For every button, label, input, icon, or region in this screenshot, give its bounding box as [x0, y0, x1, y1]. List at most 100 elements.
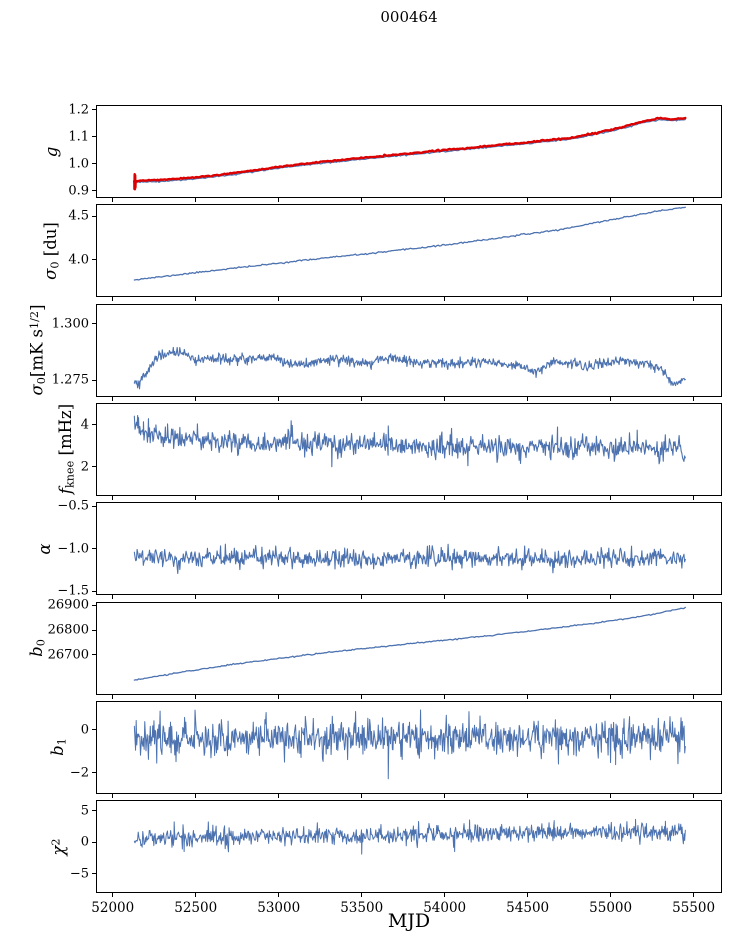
x-tick-mark [112, 595, 114, 600]
x-tick-mark [278, 793, 280, 798]
y-tick-mark [92, 548, 96, 550]
x-tick-label: 55000 [589, 900, 633, 917]
x-tick-mark [361, 198, 363, 202]
data-line-sigma0-du-line [133, 206, 686, 281]
panel-fknee [96, 402, 722, 496]
y-axis-label-segment: [mK s [26, 329, 46, 378]
y-tick-mark [92, 654, 96, 656]
y-axis-label-b0: b0 [27, 639, 48, 657]
y-axis-label-segment: 0 [34, 639, 48, 647]
x-tick-mark [195, 893, 197, 898]
x-tick-mark [693, 893, 695, 898]
x-tick-mark [527, 198, 529, 202]
y-tick-mark [92, 772, 96, 774]
y-tick-label: 1.300 [51, 316, 89, 332]
y-tick-label: 4 [80, 417, 89, 433]
y-tick-label: 26800 [47, 622, 89, 638]
y-tick-label: 4.5 [68, 208, 89, 224]
x-tick-mark [112, 396, 114, 401]
y-tick-mark [92, 590, 96, 592]
x-tick-mark [693, 198, 695, 202]
x-tick-mark [527, 694, 529, 699]
x-tick-label: 54000 [423, 900, 467, 917]
y-axis-label-segment: g [41, 146, 61, 157]
x-tick-mark [361, 694, 363, 699]
y-axis-label-segment: [mHz] [55, 404, 75, 462]
x-tick-mark [112, 893, 114, 898]
x-tick-label: 54500 [506, 900, 550, 917]
x-tick-mark [361, 893, 363, 898]
y-axis-label-segment: f [55, 488, 75, 495]
y-axis-label-segment: 1/2 [27, 311, 41, 330]
plot-area-sigma0-mk [133, 346, 686, 390]
y-tick-label: −1.0 [57, 541, 89, 557]
x-tick-mark [361, 396, 363, 401]
x-tick-mark [112, 198, 114, 202]
x-tick-mark [693, 595, 695, 600]
x-tick-mark [693, 297, 695, 302]
panel-b0 [96, 601, 722, 695]
y-axis-label-segment: knee [63, 461, 77, 489]
y-tick-label: 0.9 [68, 183, 89, 199]
x-tick-mark [693, 694, 695, 699]
x-tick-mark [610, 595, 612, 600]
x-tick-mark [112, 694, 114, 699]
y-tick-label: −2 [69, 765, 89, 781]
y-tick-mark [92, 323, 96, 325]
x-tick-mark [361, 793, 363, 798]
x-tick-mark [610, 297, 612, 302]
x-tick-mark [278, 694, 280, 699]
x-tick-label: 52000 [91, 900, 135, 917]
y-axis-label-segment: σ [26, 384, 46, 396]
x-tick-label: 52500 [174, 900, 218, 917]
x-tick-mark [361, 297, 363, 302]
y-tick-mark [92, 604, 96, 606]
x-tick-mark [278, 297, 280, 302]
x-tick-mark [278, 396, 280, 401]
x-tick-mark [527, 793, 529, 798]
x-axis-title: MJD [387, 910, 431, 932]
y-axis-label-sigma0-du: σ0 [du] [41, 222, 62, 280]
x-tick-mark [527, 595, 529, 600]
x-tick-mark [195, 495, 197, 500]
x-tick-mark [444, 595, 446, 600]
x-tick-mark [112, 297, 114, 302]
x-tick-mark [527, 495, 529, 500]
data-line-chi2-line [133, 818, 686, 855]
plot-area-alpha [133, 543, 686, 575]
y-axis-label-segment: ] [26, 304, 46, 312]
y-axis-label-segment: χ [49, 845, 69, 856]
y-tick-mark [92, 841, 96, 843]
y-tick-mark [92, 810, 96, 812]
x-tick-mark [278, 893, 280, 898]
x-tick-mark [527, 396, 529, 401]
y-axis-label-alpha: α [35, 543, 54, 554]
y-tick-mark [92, 379, 96, 381]
y-tick-label: 4.0 [68, 252, 89, 268]
y-tick-label: −1.5 [57, 583, 89, 599]
y-tick-mark [92, 729, 96, 731]
y-tick-mark [92, 190, 96, 192]
x-tick-mark [112, 495, 114, 500]
x-tick-mark [112, 793, 114, 798]
x-tick-mark [610, 198, 612, 202]
x-tick-mark [444, 793, 446, 798]
x-tick-mark [195, 595, 197, 600]
x-tick-mark [444, 297, 446, 302]
y-tick-label: −0.5 [57, 498, 89, 514]
y-axis-label-fknee: fknee [mHz] [55, 404, 77, 495]
plot-area-b1 [133, 709, 686, 780]
x-tick-mark [527, 297, 529, 302]
x-tick-mark [444, 495, 446, 500]
x-tick-mark [361, 595, 363, 600]
y-axis-label-segment: b [48, 745, 68, 757]
y-axis-label-segment: 0 [48, 261, 62, 269]
x-tick-mark [444, 198, 446, 202]
y-tick-label: 1.1 [68, 129, 89, 145]
y-tick-mark [92, 215, 96, 217]
panel-sigma0-mk [96, 303, 722, 397]
y-axis-label-segment: σ [41, 268, 61, 280]
y-tick-mark [92, 505, 96, 507]
y-tick-mark [92, 109, 96, 111]
